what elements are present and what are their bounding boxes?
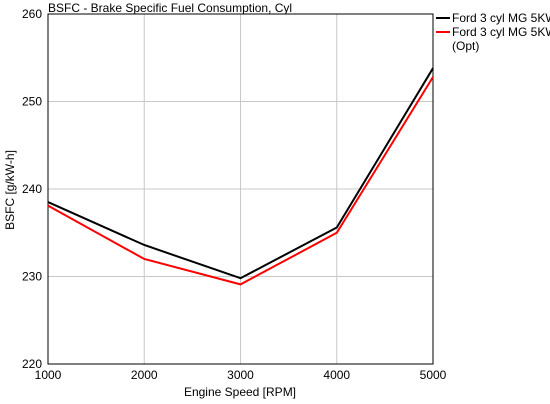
- chart-title: BSFC - Brake Specific Fuel Consumption, …: [48, 1, 292, 15]
- y-axis-label: BSFC [g/kW-h]: [3, 150, 17, 230]
- x-axis-label: Engine Speed [RPM]: [184, 385, 296, 399]
- y-tick-label: 250: [22, 95, 42, 109]
- series-line-1: [47, 67, 434, 280]
- x-axis: 1000 2000 3000 4000 5000: [35, 368, 447, 382]
- plot-area: [47, 13, 434, 365]
- x-tick-label: 2000: [131, 368, 158, 382]
- x-tick-label: 3000: [227, 368, 254, 382]
- legend-label-1: Ford 3 cyl MG 5KW: [452, 11, 550, 25]
- x-tick-label: 1000: [35, 368, 62, 382]
- y-tick-label: 260: [22, 7, 42, 21]
- series-lines: [47, 67, 434, 286]
- y-tick-label: 230: [22, 270, 42, 284]
- y-tick-label: 240: [22, 182, 42, 196]
- legend-label-2: Ford 3 cyl MG 5KW (Opt): [452, 25, 550, 53]
- x-tick-label: 5000: [420, 368, 447, 382]
- x-tick-label: 4000: [323, 368, 350, 382]
- grid: [47, 13, 434, 365]
- series-line-2: [47, 76, 434, 286]
- y-tick-label: 220: [22, 357, 42, 371]
- y-axis: 220 230 240 250 260: [22, 7, 42, 371]
